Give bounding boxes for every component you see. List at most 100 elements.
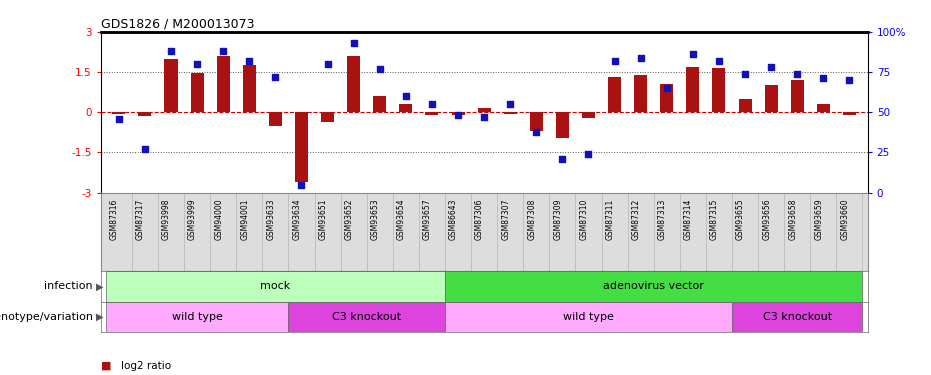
Bar bbox=[634, 75, 647, 112]
Bar bbox=[790, 80, 803, 112]
Bar bbox=[295, 112, 308, 182]
Bar bbox=[373, 96, 386, 112]
Text: GDS1826 / M200013073: GDS1826 / M200013073 bbox=[101, 18, 254, 31]
Bar bbox=[712, 68, 725, 112]
Point bbox=[685, 51, 700, 57]
Text: mock: mock bbox=[261, 281, 290, 291]
Point bbox=[164, 48, 179, 54]
Bar bbox=[399, 104, 412, 112]
Text: GSM93654: GSM93654 bbox=[397, 199, 406, 240]
Text: GSM93998: GSM93998 bbox=[162, 199, 171, 240]
Text: GSM93634: GSM93634 bbox=[292, 199, 302, 240]
Point bbox=[633, 55, 648, 61]
Text: GSM87314: GSM87314 bbox=[684, 199, 693, 240]
Bar bbox=[738, 99, 751, 112]
Bar bbox=[106, 302, 289, 332]
Text: GSM87310: GSM87310 bbox=[579, 199, 588, 240]
Bar bbox=[452, 112, 465, 115]
Text: GSM93999: GSM93999 bbox=[188, 199, 197, 240]
Bar bbox=[582, 112, 595, 118]
Point bbox=[346, 40, 361, 46]
Text: GSM87306: GSM87306 bbox=[475, 199, 484, 240]
Text: GSM93659: GSM93659 bbox=[815, 199, 823, 240]
Text: GSM93655: GSM93655 bbox=[736, 199, 745, 240]
Bar bbox=[445, 302, 732, 332]
Text: C3 knockout: C3 knockout bbox=[762, 312, 831, 322]
Point bbox=[425, 101, 439, 107]
Text: GSM87312: GSM87312 bbox=[631, 199, 641, 240]
Text: GSM87311: GSM87311 bbox=[605, 199, 614, 240]
Text: GSM94000: GSM94000 bbox=[214, 199, 223, 240]
Point bbox=[268, 74, 283, 80]
Point bbox=[216, 48, 231, 54]
Point bbox=[503, 101, 518, 107]
Bar bbox=[530, 112, 543, 131]
Point bbox=[581, 151, 596, 157]
Bar bbox=[425, 112, 439, 115]
Point bbox=[190, 61, 205, 67]
Bar bbox=[191, 74, 204, 112]
Text: GSM93658: GSM93658 bbox=[789, 199, 797, 240]
Point bbox=[607, 58, 622, 64]
Text: GSM87316: GSM87316 bbox=[110, 199, 119, 240]
Bar bbox=[139, 112, 152, 116]
Point bbox=[737, 70, 752, 76]
Text: GSM87307: GSM87307 bbox=[501, 199, 510, 240]
Bar bbox=[113, 112, 126, 114]
Text: GSM93653: GSM93653 bbox=[371, 199, 380, 240]
Point bbox=[555, 156, 570, 162]
Text: GSM87313: GSM87313 bbox=[658, 199, 667, 240]
Point bbox=[529, 129, 544, 135]
Text: GSM93652: GSM93652 bbox=[344, 199, 354, 240]
Text: adenovirus vector: adenovirus vector bbox=[603, 281, 704, 291]
Bar bbox=[504, 112, 517, 114]
Bar bbox=[321, 112, 334, 122]
Point bbox=[789, 70, 804, 76]
Text: GSM93651: GSM93651 bbox=[318, 199, 328, 240]
Text: GSM86643: GSM86643 bbox=[449, 199, 458, 240]
Point bbox=[711, 58, 726, 64]
Text: ▶: ▶ bbox=[96, 281, 103, 291]
Bar bbox=[347, 56, 360, 112]
Bar bbox=[608, 77, 621, 112]
Point bbox=[242, 58, 257, 64]
Point bbox=[320, 61, 335, 67]
Text: GSM87308: GSM87308 bbox=[527, 199, 536, 240]
Bar bbox=[289, 302, 445, 332]
Bar bbox=[732, 302, 862, 332]
Text: infection: infection bbox=[45, 281, 93, 291]
Point bbox=[372, 66, 387, 72]
Bar bbox=[686, 67, 699, 112]
Point bbox=[816, 75, 830, 81]
Point bbox=[138, 146, 153, 152]
Point bbox=[763, 64, 778, 70]
Text: wild type: wild type bbox=[563, 312, 614, 322]
Text: genotype/variation: genotype/variation bbox=[0, 312, 93, 322]
Text: log2 ratio: log2 ratio bbox=[121, 361, 171, 370]
Bar bbox=[660, 84, 673, 112]
Text: GSM87317: GSM87317 bbox=[136, 199, 145, 240]
Bar bbox=[165, 58, 178, 112]
Bar bbox=[843, 112, 856, 116]
Bar bbox=[269, 112, 282, 126]
Bar bbox=[556, 112, 569, 138]
Bar bbox=[106, 271, 445, 302]
Point bbox=[477, 114, 492, 120]
Bar bbox=[217, 56, 230, 112]
Point bbox=[842, 77, 857, 83]
Text: ■: ■ bbox=[101, 361, 111, 370]
Text: GSM93657: GSM93657 bbox=[423, 199, 432, 240]
Text: C3 knockout: C3 knockout bbox=[332, 312, 401, 322]
Text: GSM94001: GSM94001 bbox=[240, 199, 250, 240]
Point bbox=[398, 93, 413, 99]
Bar bbox=[764, 86, 777, 112]
Point bbox=[659, 85, 674, 91]
Text: GSM93633: GSM93633 bbox=[266, 199, 276, 240]
Point bbox=[294, 182, 309, 188]
Text: GSM87315: GSM87315 bbox=[710, 199, 719, 240]
Text: ▶: ▶ bbox=[96, 312, 103, 322]
Text: GSM87309: GSM87309 bbox=[553, 199, 562, 240]
Bar bbox=[445, 271, 862, 302]
Point bbox=[451, 112, 466, 118]
Text: GSM93660: GSM93660 bbox=[841, 199, 849, 240]
